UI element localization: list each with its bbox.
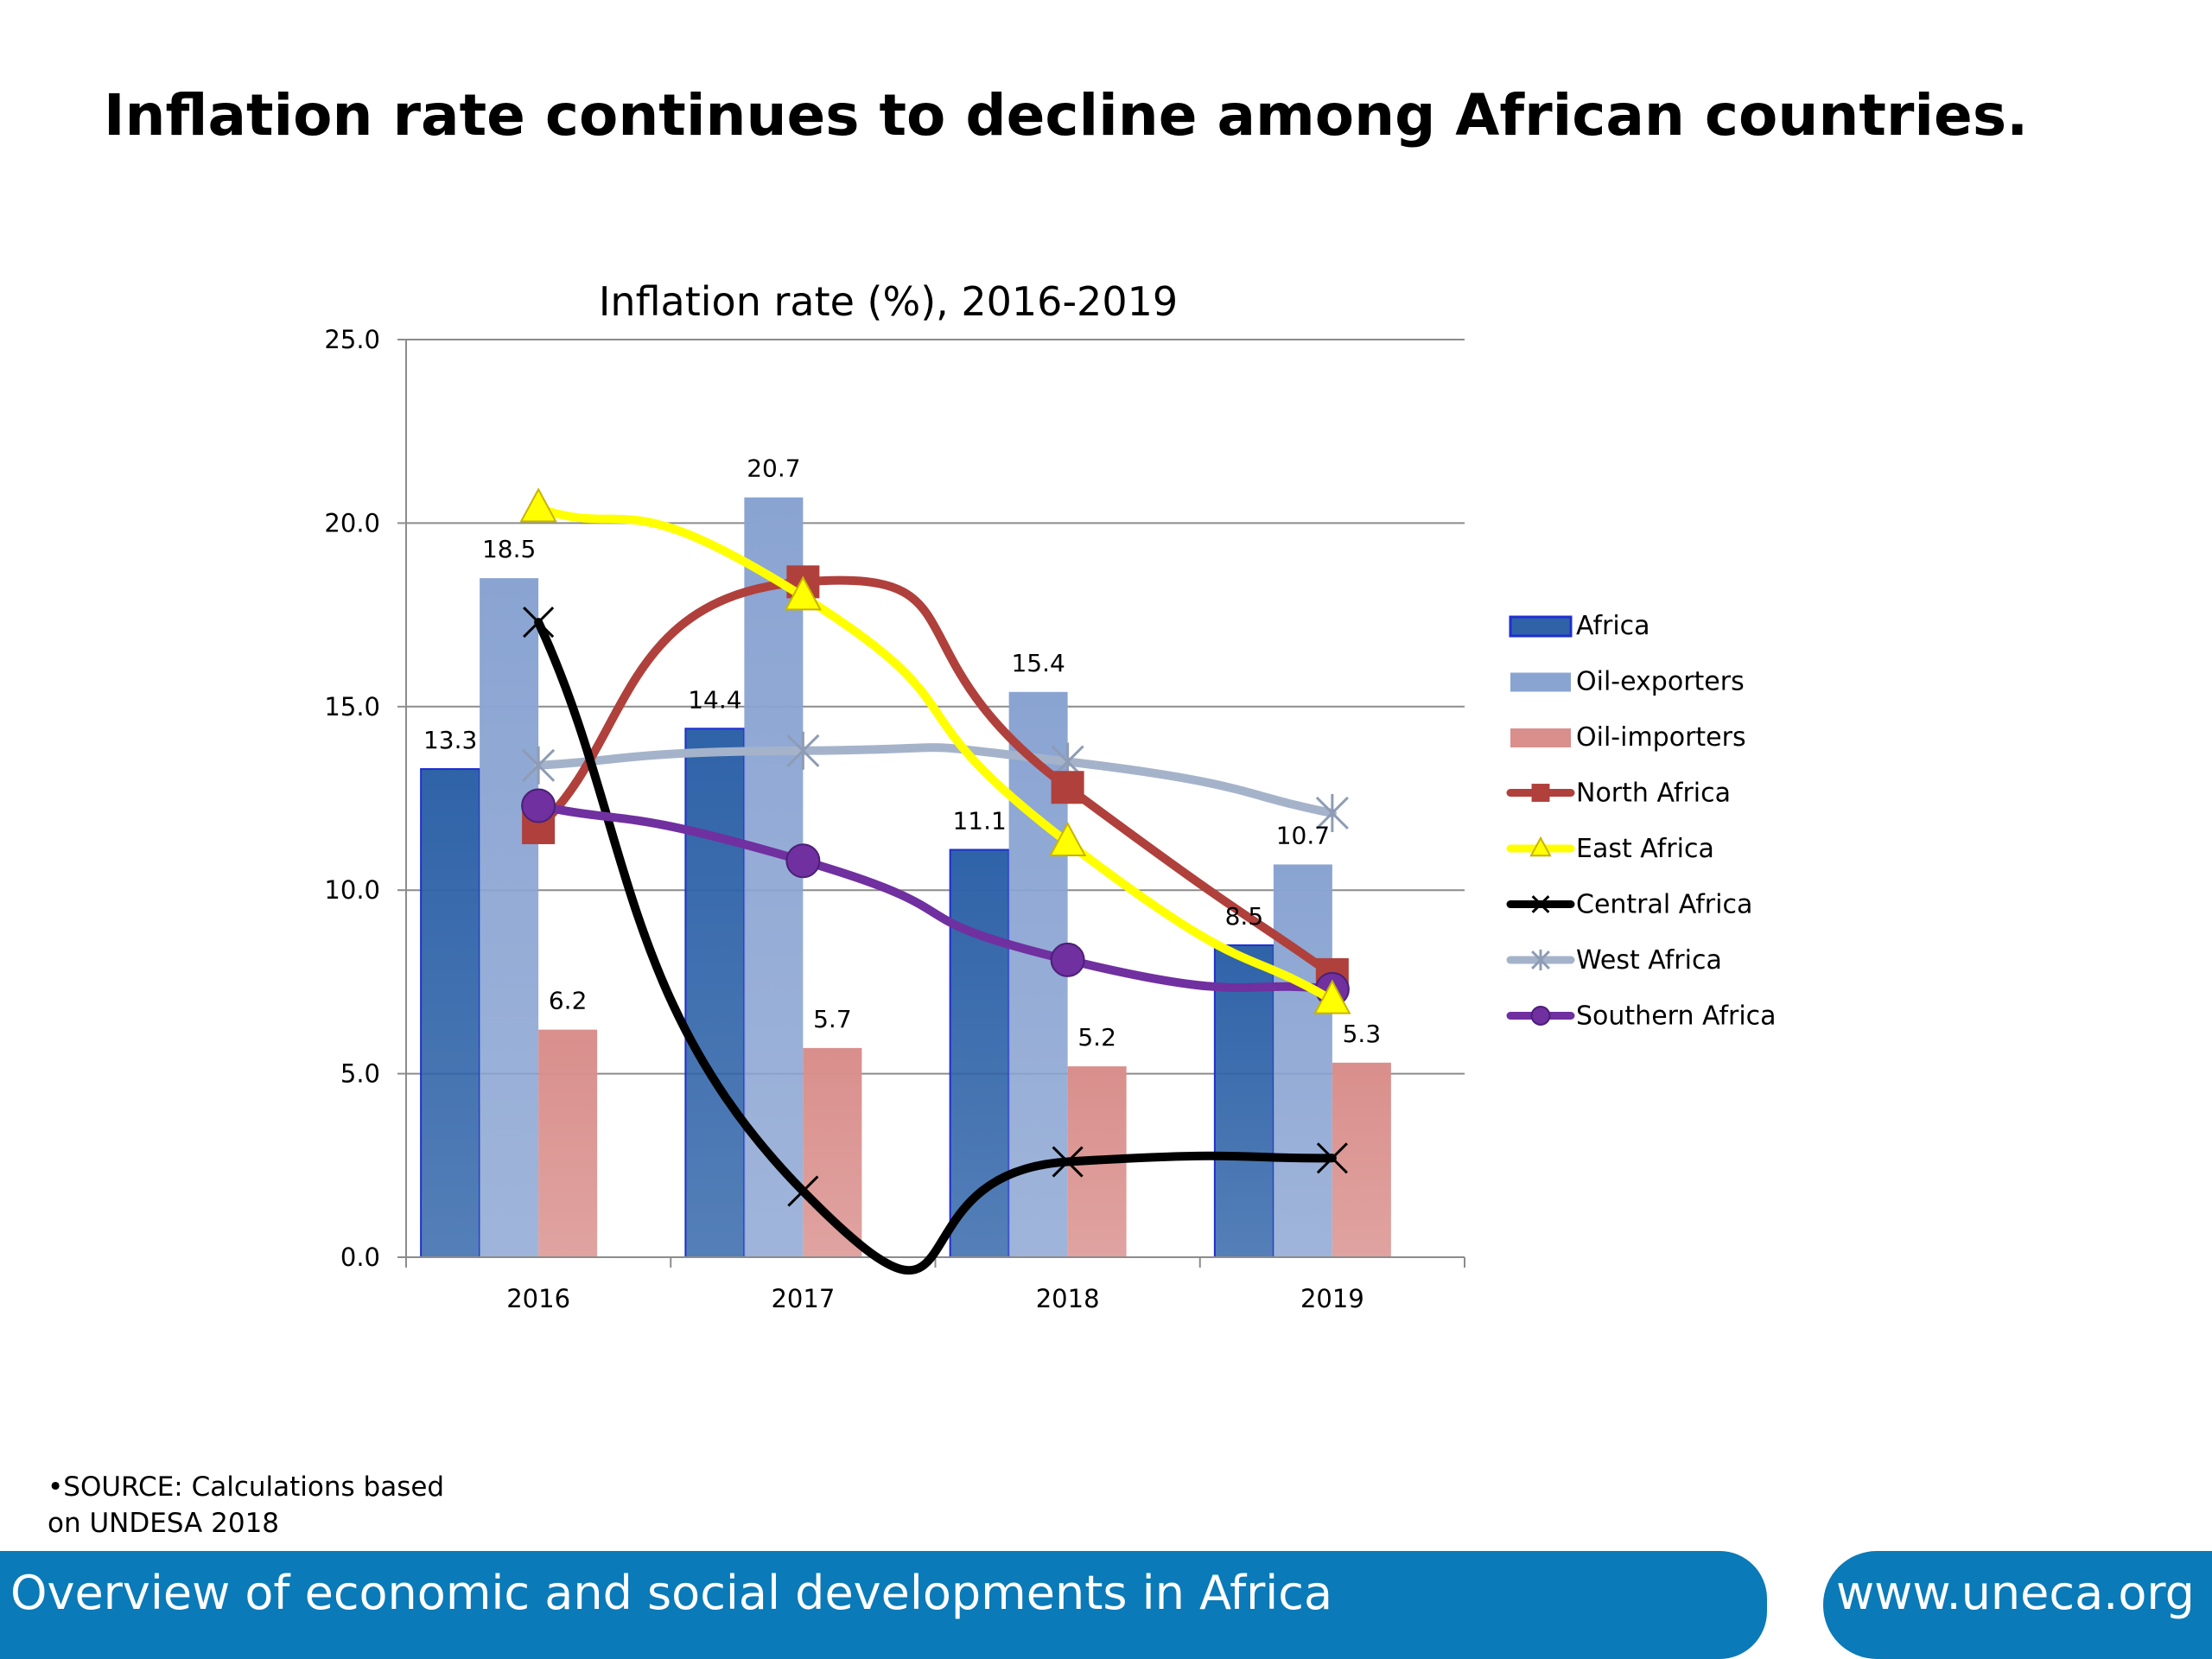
bar-data-label: 14.4 [688, 685, 741, 714]
legend-swatch-africa [1509, 615, 1573, 638]
bar-africa [1213, 944, 1274, 1259]
marker-west-africa [786, 731, 820, 770]
y-tick-label: 5.0 [340, 1059, 380, 1089]
source-line-1: •SOURCE: Calculations based [48, 1471, 445, 1503]
source-line-2: on UNDESA 2018 [48, 1508, 280, 1539]
bar-africa [420, 768, 481, 1258]
bar-data-label: 5.2 [1077, 1023, 1116, 1052]
line-central-africa [534, 618, 1337, 1275]
marker-central-africa [1052, 1146, 1084, 1178]
bar-data-label: 15.4 [1011, 649, 1065, 677]
bar-oil-importers [1332, 1062, 1391, 1257]
bar-data-label: 20.7 [747, 454, 800, 483]
marker-east-africa [1048, 821, 1087, 856]
x-tick-label: 2016 [506, 1284, 570, 1313]
legend-label-africa: Africa [1576, 611, 1650, 641]
chart-title: Inflation rate (%), 2016-2019 [599, 278, 1178, 325]
data-labels: 13.3 14.4 11.1 8.5 18.5 20.7 15.4 10.7 6.2 5.7 5.2… [423, 454, 1381, 1052]
y-tick-label: 10.0 [324, 875, 380, 905]
bar-data-label: 6.2 [549, 987, 588, 1015]
line-north-africa [534, 575, 1337, 979]
bar-data-label: 8.5 [1225, 902, 1264, 931]
legend-marker-west-africa [1531, 949, 1550, 971]
marker-west-africa [1315, 793, 1349, 832]
legend-label-oil-exporters: Oil-exporters [1576, 667, 1745, 697]
legend-label-central-africa: Central Africa [1576, 890, 1752, 920]
bar-data-label: 13.3 [423, 726, 477, 754]
inflation-chart: Inflation rate (%), 2016-2019 0.0 5.0 10.0… [324, 278, 1777, 1313]
legend-swatch-oil-importers [1510, 728, 1571, 747]
marker-southern-africa [785, 843, 821, 879]
line-series [519, 487, 1351, 1275]
y-tick-label: 15.0 [324, 692, 380, 721]
legend-marker-north-africa [1531, 784, 1550, 802]
x-tick-label: 2017 [771, 1284, 835, 1313]
marker-central-africa [523, 607, 555, 639]
marker-east-africa [519, 487, 557, 523]
bar-oil-exporters [480, 578, 539, 1257]
marker-north-africa [1051, 771, 1084, 804]
legend-label-southern-africa: Southern Africa [1576, 1001, 1777, 1032]
footer-title: Overview of economic and social developm… [10, 1566, 1333, 1620]
line-west-africa [534, 743, 1337, 817]
y-tick-label: 20.0 [324, 508, 380, 537]
bar-africa [684, 728, 746, 1258]
bar-series [420, 497, 1391, 1259]
bar-data-label: 5.3 [1343, 1020, 1382, 1048]
y-tick-label: 0.0 [340, 1243, 380, 1272]
x-tick-label: 2019 [1300, 1284, 1364, 1313]
legend-label-oil-importers: Oil-importers [1576, 722, 1746, 753]
legend-swatch-oil-exporters [1510, 672, 1571, 692]
bar-oil-exporters [1273, 864, 1332, 1257]
legend-marker-east-africa [1529, 836, 1552, 857]
bar-data-label: 18.5 [482, 535, 536, 563]
marker-southern-africa [1050, 942, 1085, 977]
legend-marker-southern-africa [1530, 1006, 1551, 1026]
bar-data-label: 11.1 [952, 806, 1006, 835]
legend-label-east-africa: East Africa [1576, 834, 1714, 864]
footer-bar [0, 1551, 1767, 1659]
line-east-africa [534, 504, 1337, 1005]
legend-label-north-africa: North Africa [1576, 779, 1731, 809]
website-link[interactable]: www.uneca.org [1836, 1566, 2195, 1620]
marker-central-africa [1316, 1142, 1348, 1174]
bar-oil-exporters [744, 497, 804, 1257]
marker-east-africa [1313, 979, 1351, 1014]
marker-central-africa [787, 1175, 819, 1207]
x-tick-label: 2018 [1036, 1284, 1100, 1313]
bar-data-label: 10.7 [1276, 821, 1330, 849]
marker-southern-africa [521, 788, 556, 823]
legend: Africa Oil-exporters Oil-importers North Af… [1506, 611, 1777, 1032]
marker-east-africa [784, 575, 823, 611]
legend-label-west-africa: West Africa [1576, 945, 1722, 976]
y-tick-label: 25.0 [324, 325, 380, 354]
url-pill[interactable] [1823, 1551, 2212, 1659]
slide-title: Inflation rate continues to decline amon… [104, 82, 2029, 149]
line-southern-africa [534, 801, 1337, 994]
marker-west-africa [522, 746, 556, 785]
bar-oil-importers [538, 1029, 598, 1257]
bar-data-label: 5.7 [813, 1005, 852, 1033]
legend-marker-central-africa [1531, 895, 1550, 913]
source-note: •SOURCE: Calculations based on UNDESA 20… [48, 1469, 444, 1541]
